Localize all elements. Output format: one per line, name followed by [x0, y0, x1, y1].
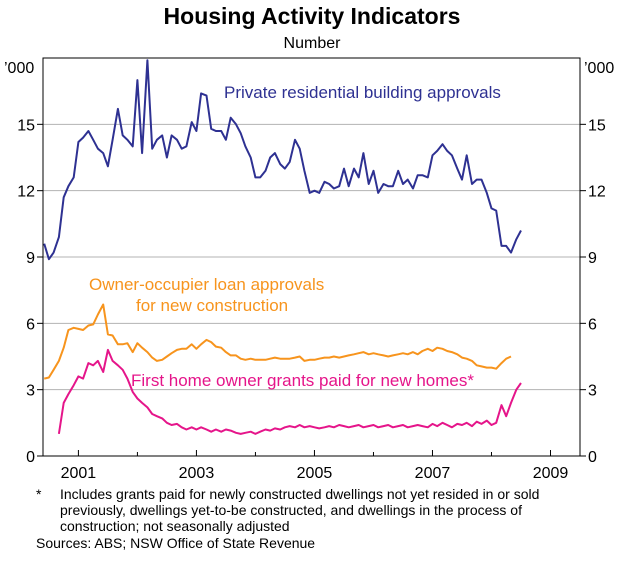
x-tick-label-2009: 2009 — [533, 465, 569, 482]
y-tick-label-left-9: 9 — [26, 250, 35, 267]
plot-frame — [42, 57, 581, 457]
series-lines — [43, 59, 522, 435]
series-line-0 — [43, 59, 522, 261]
footnote-text: Includes grants paid for newly construct… — [60, 486, 540, 534]
y-tick-label-right-3: 3 — [588, 383, 597, 400]
chart-notes: * Includes grants paid for newly constru… — [36, 486, 596, 551]
y-tick-label-right-12: 12 — [588, 184, 606, 201]
y-tick-label-right-15: 15 — [588, 117, 606, 134]
y-tick-label-left-3: 3 — [26, 383, 35, 400]
y-tick-label-right-0: 0 — [588, 449, 597, 466]
x-tick-label-2005: 2005 — [297, 465, 333, 482]
x-tick-label-2007: 2007 — [415, 465, 451, 482]
annotation-grants: First home owner grants paid for new hom… — [131, 371, 474, 390]
footnote: * Includes grants paid for newly constru… — [36, 486, 596, 534]
y-tick-label-left-6: 6 — [26, 316, 35, 333]
chart-canvas: Housing Activity Indicators Number ’000 … — [4, 3, 614, 482]
axis-ticks: 0 0 3 3 6 6 9 9 12 12 15 15 2001 2003 2005 2007 2009 — [17, 117, 606, 482]
footnote-mark: * — [36, 486, 42, 502]
x-tick-label-2001: 2001 — [61, 465, 97, 482]
gridlines — [43, 123, 580, 391]
series-line-1 — [43, 303, 512, 380]
y-tick-label-left-12: 12 — [17, 184, 35, 201]
y-unit-left: ’000 — [4, 60, 34, 77]
y-unit-right: ’000 — [584, 60, 614, 77]
y-tick-label-left-15: 15 — [17, 117, 35, 134]
annotation-loans-line2: for new construction — [136, 296, 288, 315]
y-tick-label-right-9: 9 — [588, 250, 597, 267]
x-tick-label-2003: 2003 — [179, 465, 215, 482]
y-tick-label-left-0: 0 — [26, 449, 35, 466]
y-tick-label-right-6: 6 — [588, 316, 597, 333]
chart-subtitle: Number — [284, 35, 342, 52]
chart-title: Housing Activity Indicators — [164, 3, 461, 29]
sources: Sources: ABS; NSW Office of State Revenu… — [36, 535, 316, 551]
annotation-loans-line1: Owner-occupier loan approvals — [89, 275, 324, 294]
series-line-2 — [57, 348, 522, 435]
annotation-approvals: Private residential building approvals — [224, 83, 501, 102]
